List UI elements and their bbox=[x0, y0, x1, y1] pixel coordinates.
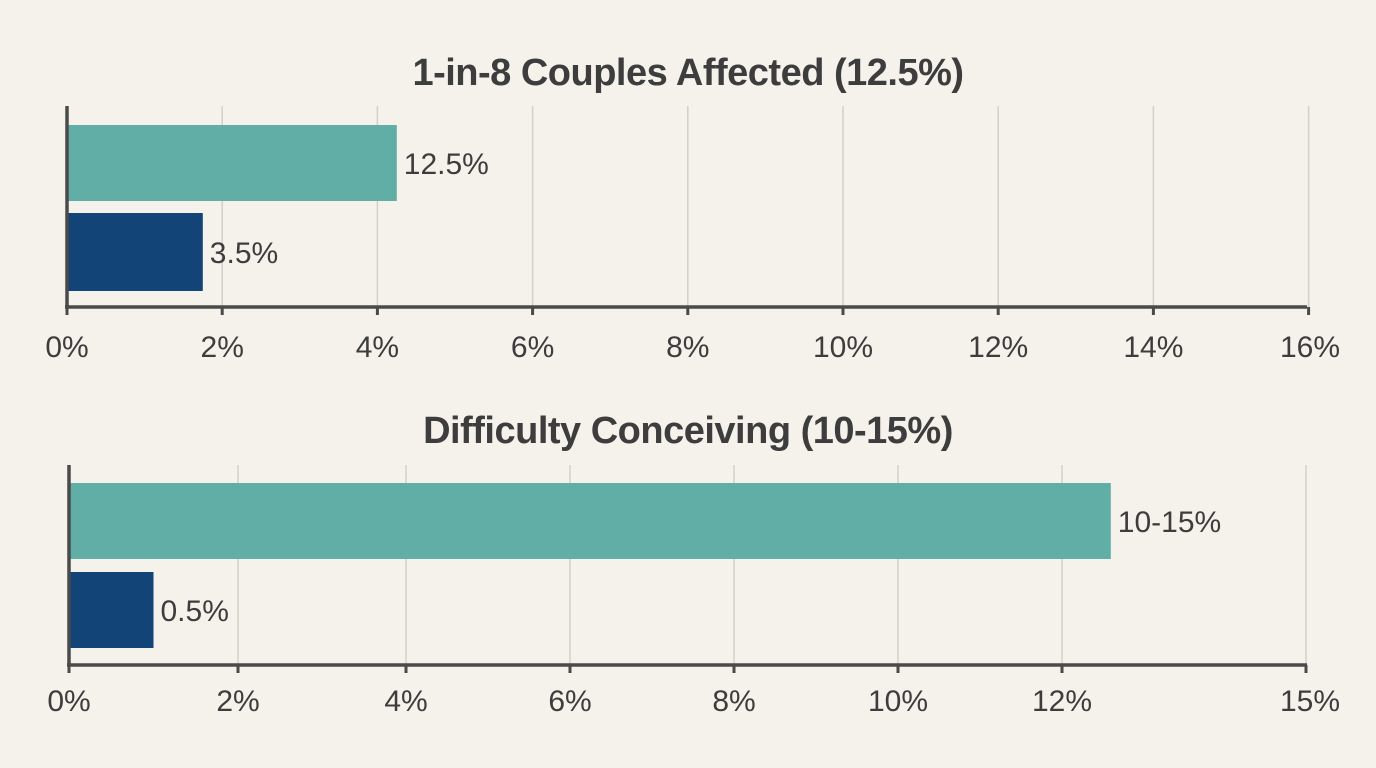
x-tick-label: 4% bbox=[384, 685, 427, 718]
bar-value-label: 12.5% bbox=[404, 148, 489, 181]
chart-2: 10-15% 0.5% 0% 2% 4% 6% 8% 10% 12% 15% bbox=[47, 465, 1340, 718]
x-tick-label: 12% bbox=[1032, 685, 1092, 718]
x-tick-label: 10% bbox=[868, 685, 928, 718]
x-tick-label: 15% bbox=[1280, 685, 1340, 718]
x-tick-label: 0% bbox=[45, 331, 88, 364]
x-tick-label: 16% bbox=[1280, 331, 1340, 364]
chart-1-title: 1-in-8 Couples Affected (12.5%) bbox=[412, 52, 964, 94]
x-tick-label: 8% bbox=[712, 685, 755, 718]
bar-value-label: 0.5% bbox=[161, 595, 229, 628]
x-tick-label: 12% bbox=[968, 331, 1028, 364]
x-tick-label: 8% bbox=[666, 331, 709, 364]
bar-value-label: 3.5% bbox=[210, 237, 278, 270]
bar-value-label: 10-15% bbox=[1118, 506, 1221, 539]
bar-navy bbox=[67, 213, 203, 291]
x-tick-label: 2% bbox=[201, 331, 244, 364]
x-tick-label: 6% bbox=[548, 685, 591, 718]
x-tick-label: 14% bbox=[1123, 331, 1183, 364]
bar-teal bbox=[67, 125, 397, 201]
x-tick-label: 0% bbox=[47, 685, 90, 718]
x-tick-label: 10% bbox=[813, 331, 873, 364]
x-tick-label: 4% bbox=[356, 331, 399, 364]
chart-2-title: Difficulty Conceiving (10-15%) bbox=[423, 410, 953, 452]
chart-1: 12.5% 3.5% 0% 2% 4% 6% 8% 10% 12% 14% 16% bbox=[45, 106, 1340, 364]
bar-navy bbox=[69, 572, 154, 648]
x-tick-label: 2% bbox=[216, 685, 259, 718]
bar-teal bbox=[69, 483, 1111, 559]
x-tick-label: 6% bbox=[511, 331, 554, 364]
